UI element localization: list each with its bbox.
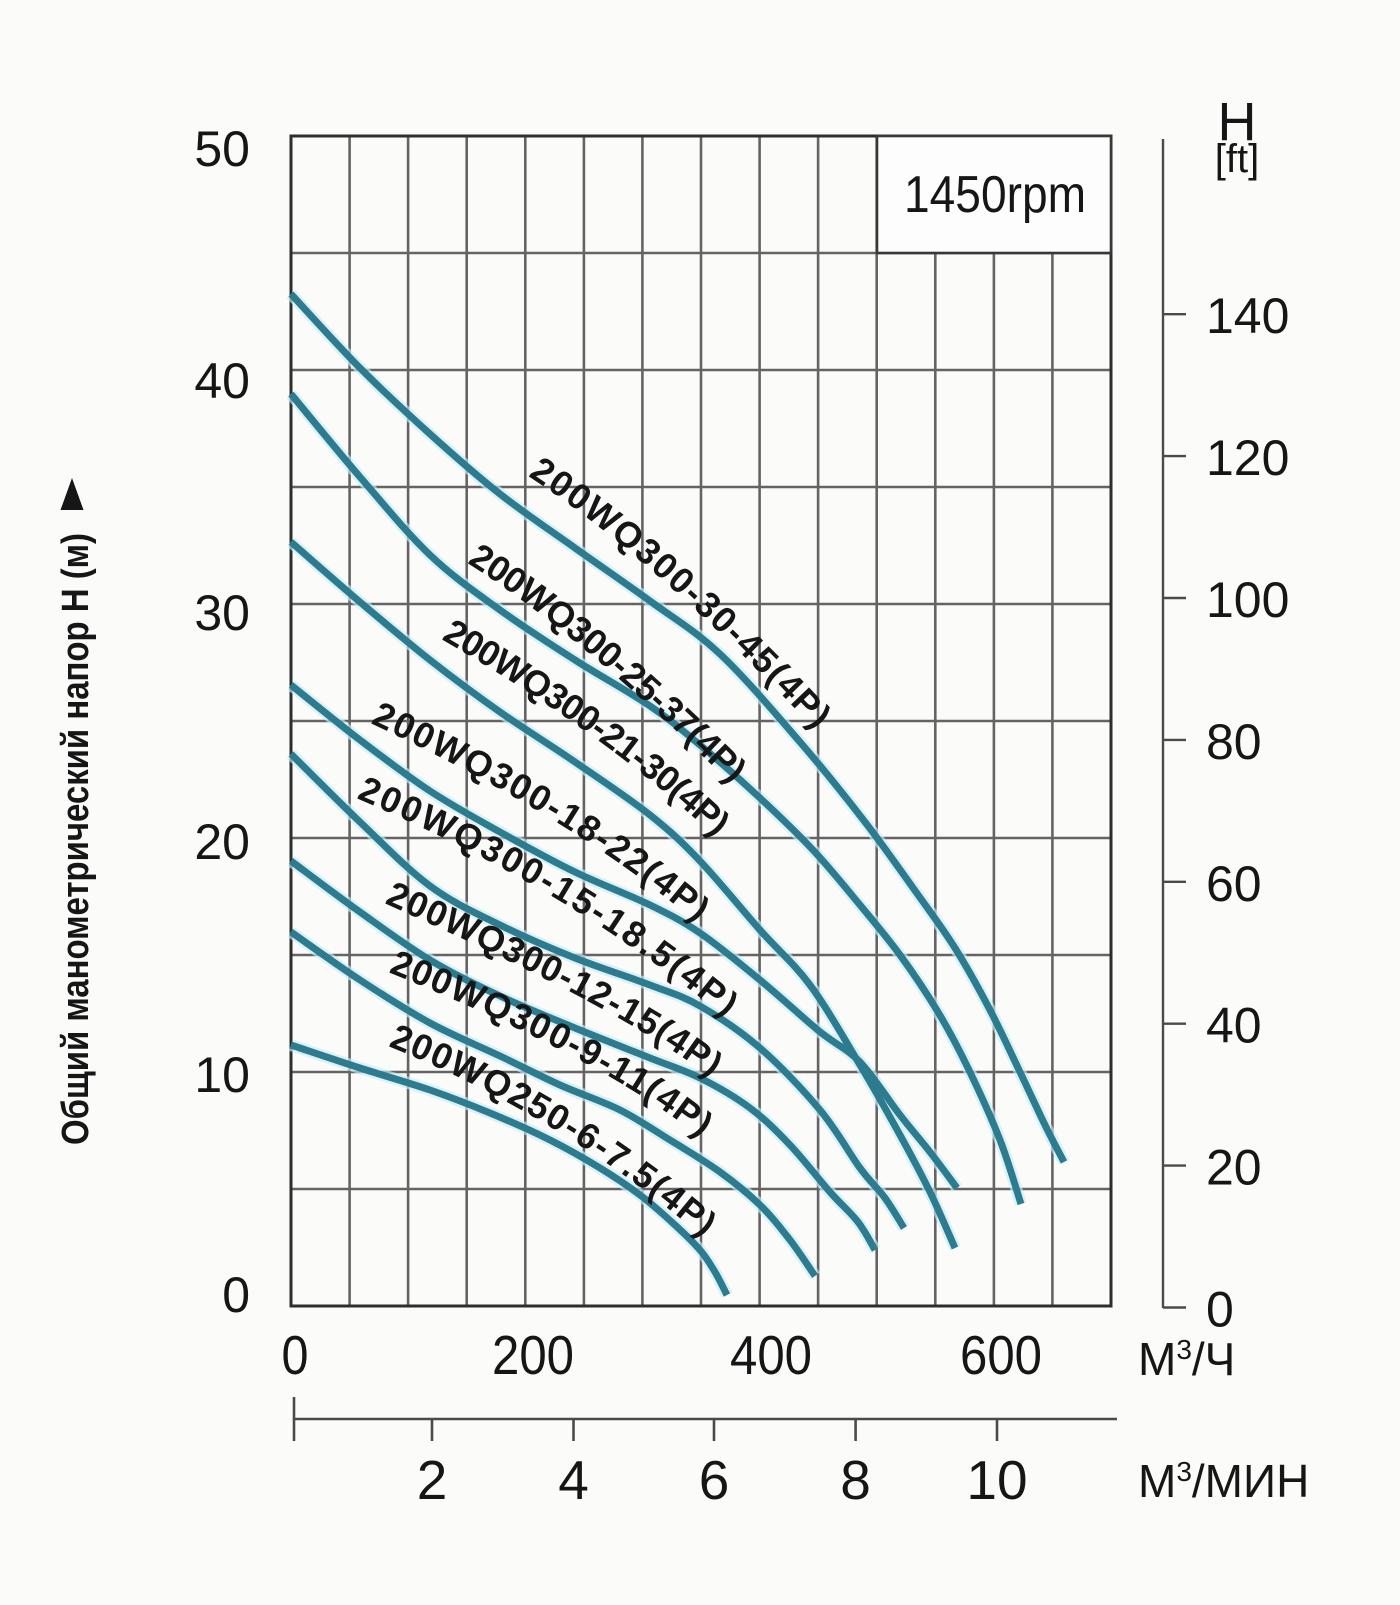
svg-text:Общий манометрический напор Н: Общий манометрический напор Н (м) bbox=[55, 533, 97, 1145]
svg-text:400: 400 bbox=[730, 1324, 812, 1386]
svg-text:1450rpm: 1450rpm bbox=[904, 166, 1086, 224]
svg-text:М3/МИН: М3/МИН bbox=[1138, 1455, 1309, 1507]
svg-text:120: 120 bbox=[1206, 430, 1289, 486]
svg-text:10: 10 bbox=[966, 1449, 1027, 1511]
svg-text:0: 0 bbox=[282, 1324, 309, 1386]
svg-text:80: 80 bbox=[1206, 714, 1262, 770]
svg-text:60: 60 bbox=[1206, 856, 1262, 912]
svg-text:H: H bbox=[1218, 92, 1257, 152]
svg-text:0: 0 bbox=[222, 1267, 250, 1323]
svg-text:600: 600 bbox=[960, 1324, 1042, 1386]
svg-text:50: 50 bbox=[194, 121, 250, 177]
svg-text:20: 20 bbox=[194, 814, 250, 870]
svg-text:100: 100 bbox=[1206, 572, 1289, 628]
svg-text:20: 20 bbox=[1206, 1140, 1262, 1196]
svg-text:30: 30 bbox=[194, 585, 250, 641]
svg-text:40: 40 bbox=[194, 353, 250, 409]
svg-text:140: 140 bbox=[1206, 288, 1289, 344]
svg-text:4: 4 bbox=[558, 1449, 589, 1511]
svg-text:6: 6 bbox=[699, 1449, 730, 1511]
svg-text:40: 40 bbox=[1206, 998, 1262, 1054]
svg-text:8: 8 bbox=[840, 1449, 871, 1511]
svg-text:200: 200 bbox=[492, 1324, 574, 1386]
svg-text:0: 0 bbox=[1206, 1282, 1234, 1338]
svg-text:2: 2 bbox=[417, 1449, 448, 1511]
svg-text:10: 10 bbox=[194, 1047, 250, 1103]
svg-text:[ft]: [ft] bbox=[1215, 137, 1259, 181]
